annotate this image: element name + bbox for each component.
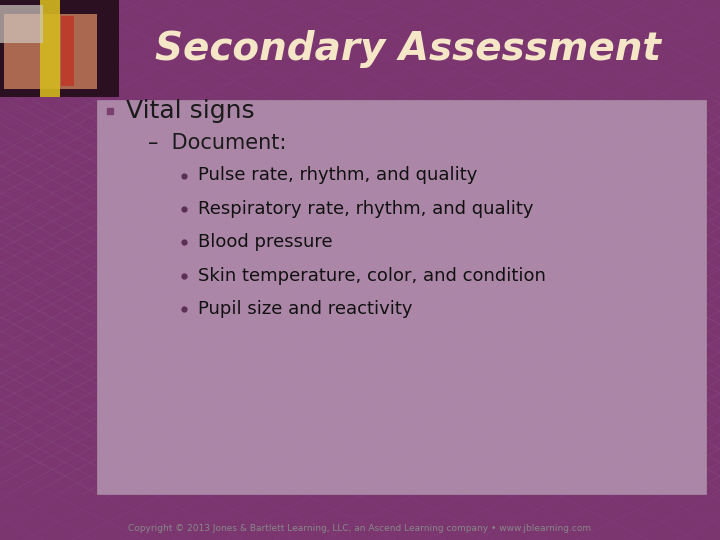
FancyBboxPatch shape <box>61 16 74 86</box>
FancyBboxPatch shape <box>4 14 97 89</box>
Text: Pupil size and reactivity: Pupil size and reactivity <box>198 300 413 319</box>
Text: Secondary Assessment: Secondary Assessment <box>155 30 661 68</box>
FancyBboxPatch shape <box>97 100 706 494</box>
Text: Skin temperature, color, and condition: Skin temperature, color, and condition <box>198 267 546 285</box>
FancyBboxPatch shape <box>0 5 43 43</box>
Text: Pulse rate, rhythm, and quality: Pulse rate, rhythm, and quality <box>198 166 477 185</box>
Text: Copyright © 2013 Jones & Bartlett Learning, LLC, an Ascend Learning company • ww: Copyright © 2013 Jones & Bartlett Learni… <box>128 524 592 532</box>
Text: –  Document:: – Document: <box>148 133 286 153</box>
Text: Blood pressure: Blood pressure <box>198 233 333 252</box>
Text: Vital signs: Vital signs <box>126 99 255 123</box>
FancyBboxPatch shape <box>0 0 119 97</box>
Text: Respiratory rate, rhythm, and quality: Respiratory rate, rhythm, and quality <box>198 200 534 218</box>
FancyBboxPatch shape <box>40 0 60 97</box>
